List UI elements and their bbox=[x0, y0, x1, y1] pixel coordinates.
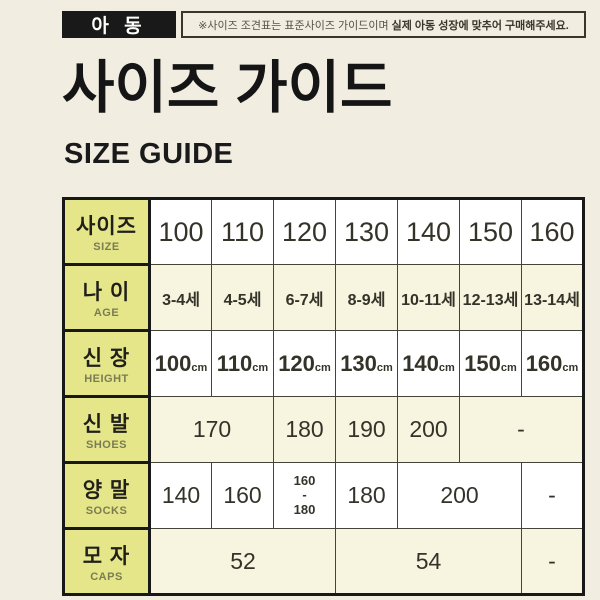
size-guide-table: 사이즈 SIZE 100 110 120 130 140 150 160 나 이… bbox=[62, 197, 585, 596]
row-header-caps-en: CAPS bbox=[90, 571, 123, 583]
size-notice: ※사이즈 조견표는 표준사이즈 가이드이며 실제 아동 성장에 맞추어 구매해주… bbox=[181, 11, 586, 38]
row-header-age-en: AGE bbox=[93, 307, 120, 319]
row-header-caps: 모 자 CAPS bbox=[62, 527, 151, 596]
table-row-size: 사이즈 SIZE 100 110 120 130 140 150 160 bbox=[62, 197, 584, 266]
height-unit: cm bbox=[252, 361, 269, 374]
cell-socks-140-150: 200 bbox=[397, 462, 522, 529]
cell-caps-100-120: 52 bbox=[149, 528, 336, 595]
cell-height-130: 130cm bbox=[335, 330, 398, 397]
row-header-socks-en: SOCKS bbox=[85, 505, 128, 517]
height-value: 140 bbox=[402, 350, 439, 376]
socks-120-line1: 160 bbox=[293, 472, 316, 488]
cell-size-160: 160 bbox=[521, 198, 584, 265]
row-header-size-ko: 사이즈 bbox=[76, 215, 137, 238]
row-header-shoes-en: SHOES bbox=[85, 439, 127, 451]
cell-caps-160: - bbox=[521, 528, 584, 595]
top-bar: 아 동 ※사이즈 조견표는 표준사이즈 가이드이며 실제 아동 성장에 맞추어 … bbox=[62, 11, 586, 38]
height-unit: cm bbox=[562, 361, 579, 374]
cell-height-120: 120cm bbox=[273, 330, 336, 397]
cell-age-130: 8-9세 bbox=[335, 264, 398, 331]
cell-height-110: 110cm bbox=[211, 330, 274, 397]
cell-size-130: 130 bbox=[335, 198, 398, 265]
cell-height-100: 100cm bbox=[149, 330, 212, 397]
cell-shoes-150-160: - bbox=[459, 396, 584, 463]
cell-shoes-130: 190 bbox=[335, 396, 398, 463]
height-unit: cm bbox=[500, 361, 517, 374]
cell-size-110: 110 bbox=[211, 198, 274, 265]
table-row-socks: 양 말 SOCKS 140 160 160 - 180 180 200 - bbox=[62, 461, 584, 530]
height-unit: cm bbox=[376, 361, 393, 374]
height-value: 110 bbox=[216, 350, 253, 376]
cell-shoes-100-110: 170 bbox=[149, 396, 274, 463]
notice-text: ※사이즈 조견표는 표준사이즈 가이드이며 bbox=[198, 19, 389, 32]
row-header-height-en: HEIGHT bbox=[84, 373, 129, 385]
table-row-height: 신 장 HEIGHT 100cm 110cm 120cm 130cm 140cm… bbox=[62, 329, 584, 398]
page-subtitle: SIZE GUIDE bbox=[64, 138, 234, 170]
cell-age-120: 6-7세 bbox=[273, 264, 336, 331]
height-value: 130 bbox=[340, 350, 377, 376]
cell-age-100: 3-4세 bbox=[149, 264, 212, 331]
height-unit: cm bbox=[191, 361, 208, 374]
cell-shoes-140: 200 bbox=[397, 396, 460, 463]
row-header-height-ko: 신 장 bbox=[82, 347, 131, 370]
table-row-age: 나 이 AGE 3-4세 4-5세 6-7세 8-9세 10-11세 12-13… bbox=[62, 263, 584, 332]
row-header-shoes: 신 발 SHOES bbox=[62, 395, 151, 464]
cell-age-160: 13-14세 bbox=[521, 264, 584, 331]
cell-age-110: 4-5세 bbox=[211, 264, 274, 331]
table-row-shoes: 신 발 SHOES 170 180 190 200 - bbox=[62, 395, 584, 464]
cell-height-140: 140cm bbox=[397, 330, 460, 397]
socks-120-line2: - bbox=[302, 487, 307, 503]
cell-socks-160: - bbox=[521, 462, 584, 529]
row-header-caps-ko: 모 자 bbox=[82, 545, 131, 568]
page-title: 사이즈 가이드 bbox=[62, 56, 393, 120]
cell-socks-100: 140 bbox=[149, 462, 212, 529]
cell-age-140: 10-11세 bbox=[397, 264, 460, 331]
height-unit: cm bbox=[314, 361, 331, 374]
socks-120-line3: 180 bbox=[293, 501, 316, 517]
cell-size-120: 120 bbox=[273, 198, 336, 265]
cell-socks-110: 160 bbox=[211, 462, 274, 529]
row-header-socks-ko: 양 말 bbox=[82, 479, 131, 502]
row-header-size: 사이즈 SIZE bbox=[62, 197, 151, 266]
height-unit: cm bbox=[438, 361, 455, 374]
row-header-size-en: SIZE bbox=[93, 241, 120, 253]
row-header-socks: 양 말 SOCKS bbox=[62, 461, 151, 530]
cell-size-100: 100 bbox=[149, 198, 212, 265]
table-row-caps: 모 자 CAPS 52 54 - bbox=[62, 527, 584, 596]
row-header-shoes-ko: 신 발 bbox=[82, 413, 131, 436]
cell-height-160: 160cm bbox=[521, 330, 584, 397]
row-header-height: 신 장 HEIGHT bbox=[62, 329, 151, 398]
cell-size-150: 150 bbox=[459, 198, 522, 265]
category-badge: 아 동 bbox=[62, 11, 176, 38]
cell-socks-120: 160 - 180 bbox=[273, 462, 336, 529]
cell-shoes-120: 180 bbox=[273, 396, 336, 463]
row-header-age: 나 이 AGE bbox=[62, 263, 151, 332]
notice-text-bold: 실제 아동 성장에 맞추어 구매해주세요. bbox=[391, 19, 569, 32]
height-value: 160 bbox=[525, 350, 563, 376]
height-value: 100 bbox=[154, 350, 192, 376]
cell-age-150: 12-13세 bbox=[459, 264, 522, 331]
height-value: 150 bbox=[464, 350, 501, 376]
row-header-age-ko: 나 이 bbox=[82, 281, 131, 304]
cell-caps-130-150: 54 bbox=[335, 528, 522, 595]
cell-socks-130: 180 bbox=[335, 462, 398, 529]
cell-height-150: 150cm bbox=[459, 330, 522, 397]
height-value: 120 bbox=[278, 350, 315, 376]
cell-size-140: 140 bbox=[397, 198, 460, 265]
